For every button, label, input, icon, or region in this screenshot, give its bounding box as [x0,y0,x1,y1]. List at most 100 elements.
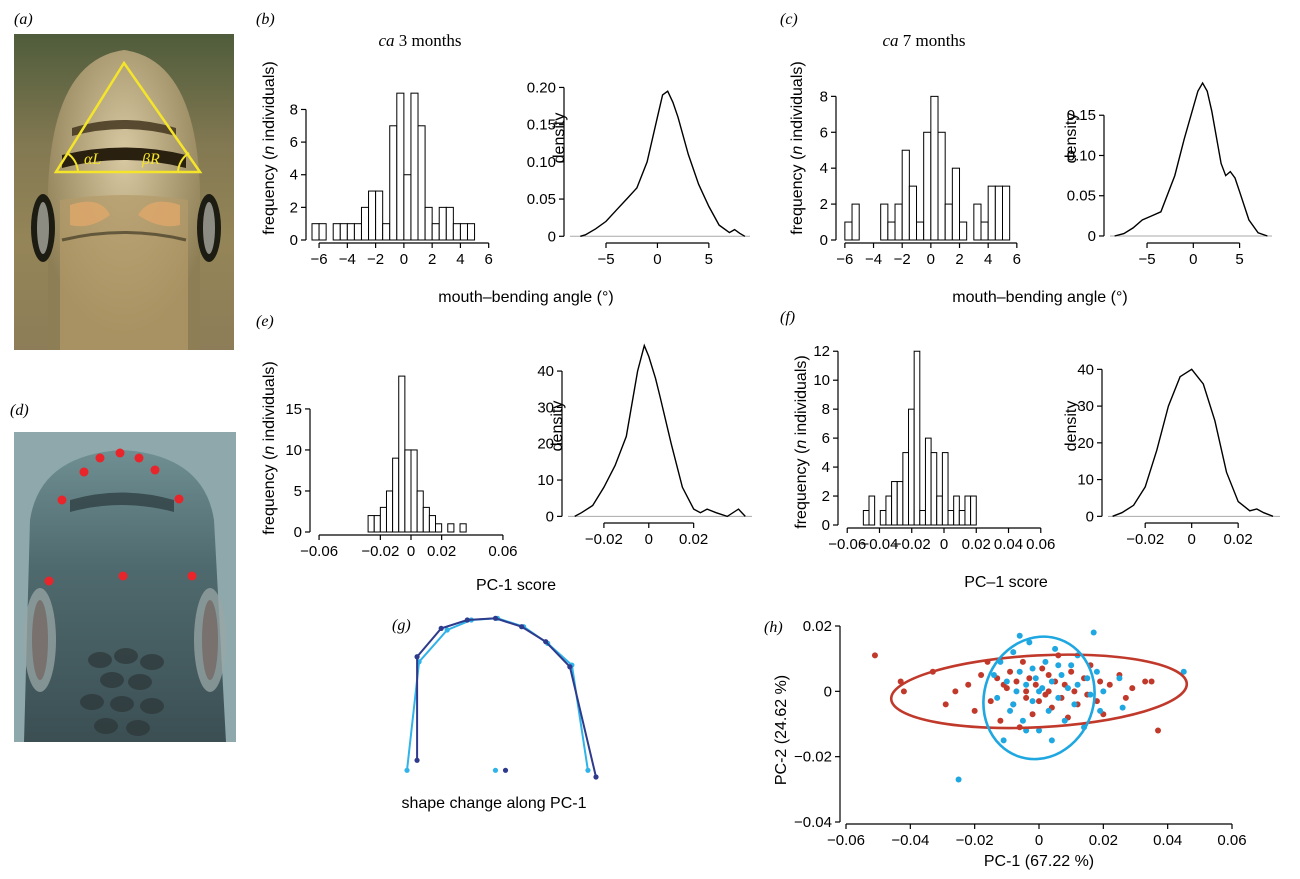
x-tick-label: 0.02 [427,543,456,560]
histogram-bar [913,350,921,526]
scatter-point [1055,662,1062,669]
scatter-point [1016,668,1023,675]
histogram-bar [339,223,348,241]
ylabel-c-hist: frequency (n individuals) [789,61,806,234]
shape-outline [406,617,589,771]
panel-label-g: (g) [392,617,411,634]
landmark-dot [44,576,54,586]
y-tick-label: 8 [290,101,298,118]
shape-landmark [414,757,420,763]
shape-landmark [543,639,549,645]
histogram-bar [459,523,467,533]
histogram-bar [392,457,400,533]
scatter-point [1106,681,1113,688]
x-tick-label: −5 [597,251,614,268]
chart-f-histogram: 0 2 4 6 8 10 12 −0.06−0.04−0.02 0 0.02 0.04 0.06 [813,343,1055,553]
histogram-bar [919,510,926,526]
scatter-point [1097,707,1104,714]
scatter-point [955,776,962,783]
histogram-bar [435,523,443,533]
scatter-point [1023,694,1030,701]
x-tick-label: −0.06 [827,832,865,849]
scatter-point [1023,688,1030,695]
scatter-point [1029,698,1036,705]
panel-label-f: (f) [780,309,795,326]
y-tick-label: 0 [548,228,556,245]
y-tick-label: 8 [822,401,830,418]
landmark-dot [115,448,125,458]
x-tick-label: 0 [1188,531,1196,548]
x-tick-label: 2 [955,251,963,268]
histogram-bar [438,206,447,241]
chart-e-density: 0 10 20 30 40 −0.02 0 0.02 [537,343,752,548]
scatter-point [1052,645,1059,652]
histogram-bar [368,190,377,241]
x-tick-label: 0.02 [679,531,708,548]
panel-d: (d) [10,402,236,742]
y-tick-label: 0.10 [1067,147,1096,164]
x-tick-label: 0 [400,251,408,268]
y-tick-label: 0 [546,508,554,525]
xlabel-f: PC–1 score [964,574,1048,591]
scatter-point [1000,737,1007,744]
scatter-point [1003,678,1010,685]
histogram-bar [373,515,381,533]
histogram-bar [452,223,461,241]
scatter-point [978,672,985,678]
panel-label-e: (e) [256,313,274,330]
x-tick-label: −5 [1138,251,1155,268]
landmark-dot [57,495,67,505]
y-tick-label: 10 [1077,472,1094,489]
histogram-bar [404,449,412,533]
x-tick-label: 0.06 [1217,832,1246,849]
confidence-ellipse [982,635,1096,761]
scatter-point [952,688,959,695]
y-tick-label: 0.15 [1067,107,1096,124]
scatter-point [1045,688,1052,695]
histogram-bar [887,221,896,241]
mouth-angle-triangle [53,60,203,174]
scatter-point [990,672,997,678]
y-tick-label: 0.20 [527,79,556,96]
histogram-bar [930,95,939,241]
panel-label-a: (a) [14,11,33,28]
scatter-point [1026,675,1033,682]
photo-a-fish-head [14,34,234,350]
histogram-bar [431,223,440,241]
histogram-bar [994,185,1004,241]
x-tick-label: −0.02 [585,531,623,548]
x-tick-label: 0.04 [1153,832,1182,849]
scatter-point [1016,632,1023,639]
scatter-point [1029,711,1036,718]
ylabel-e-hist: frequency (n individuals) [261,361,278,534]
y-tick-label: 2 [290,199,298,216]
scatter-point [1087,691,1094,698]
landmark-dot [95,453,105,463]
scatter-point [1032,681,1039,688]
y-tick-label: 40 [1077,361,1094,378]
shape-landmark [414,654,420,660]
density-curve [574,343,746,518]
scatter-point [1032,675,1039,682]
histogram-bar [885,495,893,526]
histogram-bar [937,131,946,241]
y-tick-label: 0.05 [527,191,556,208]
histogram-bar [410,92,419,241]
histogram-bar [422,506,430,533]
histogram-bar [951,167,961,241]
caption-g: shape change along PC-1 [401,795,586,812]
histogram-bar [459,223,468,241]
shape-landmark [492,615,499,621]
shape-landmark [567,664,573,670]
histogram-bar [396,92,405,241]
landmark-dot [187,571,197,581]
scatter-point [1023,681,1030,688]
landmark-dot [174,494,184,504]
scatter-point [1068,668,1075,675]
scatter-point [1019,658,1026,665]
y-tick-label: 4 [820,160,828,177]
histogram-bar [947,510,955,526]
chart-b-histogram: 0 2 4 6 8 −6 −4 −2 0 2 4 6 [290,92,493,268]
scatter-point [994,694,1001,701]
scatter-point [1029,665,1036,672]
